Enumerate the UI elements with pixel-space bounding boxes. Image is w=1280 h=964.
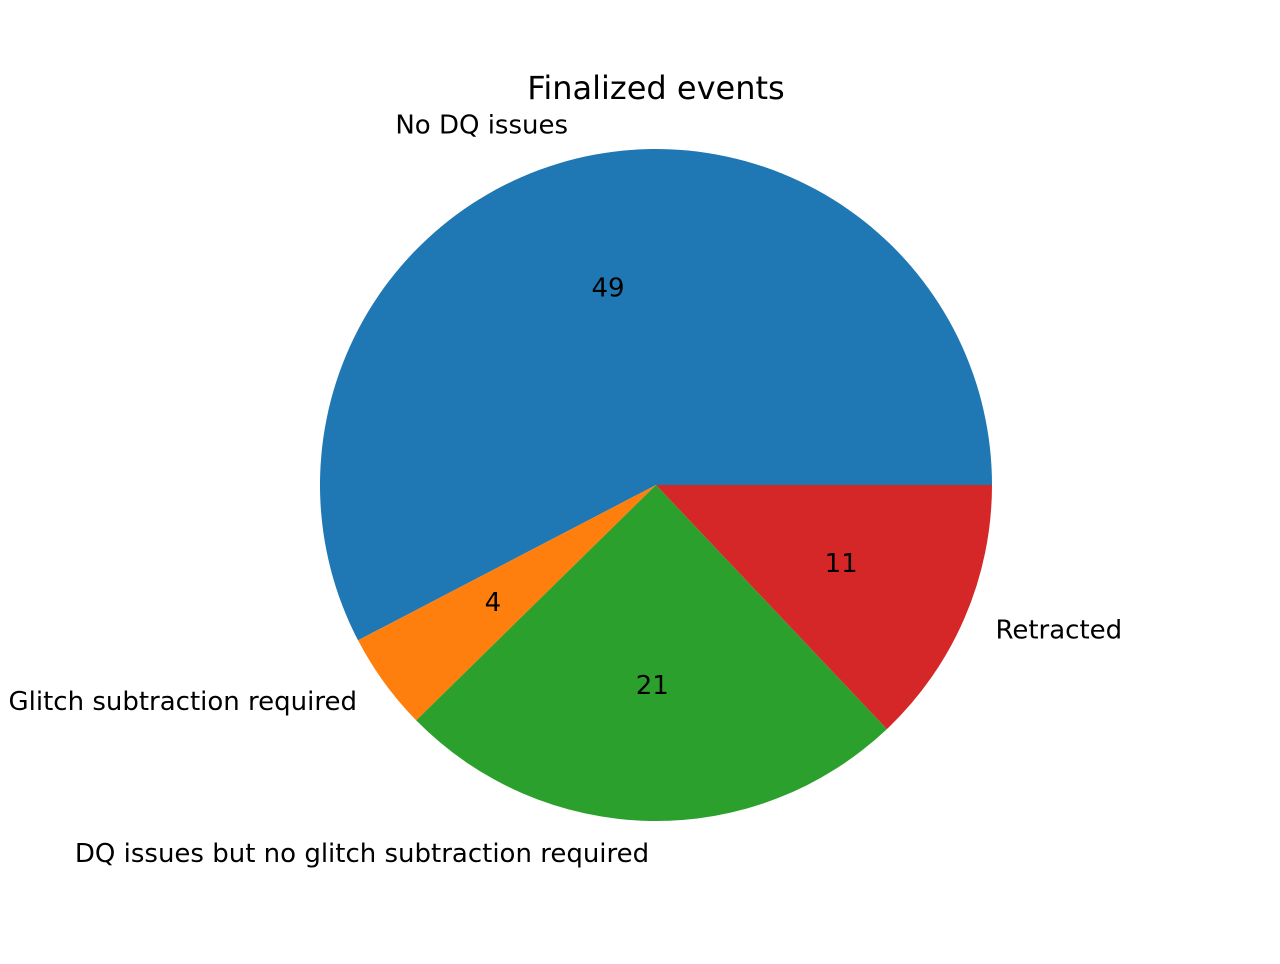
slice-label-dq-issues-but-no-glitch-subtraction-required: DQ issues but no glitch subtraction requ…: [75, 839, 649, 869]
slice-label-glitch-subtraction-required: Glitch subtraction required: [9, 687, 357, 717]
pie-slice-glitch-subtraction-required: [358, 485, 656, 721]
pie-slice-no-dq-issues: [319, 149, 992, 641]
slice-label-no-dq-issues: No DQ issues: [395, 111, 568, 141]
value-label-dq-issues-but-no-glitch-subtraction-required: 21: [636, 671, 669, 701]
slice-label-retracted: Retracted: [995, 616, 1122, 646]
pie-slice-retracted: [656, 485, 992, 730]
pie-slices: [319, 149, 992, 821]
pie-slice-dq-issues-but-no-glitch-subtraction-required: [416, 485, 887, 821]
value-label-retracted: 11: [825, 549, 858, 579]
chart-title: Finalized events: [527, 69, 784, 107]
value-label-no-dq-issues: 49: [591, 274, 624, 304]
value-label-glitch-subtraction-required: 4: [485, 588, 502, 618]
pie-labels: No DQ issues 49 Glitch subtraction require…: [9, 111, 1123, 870]
